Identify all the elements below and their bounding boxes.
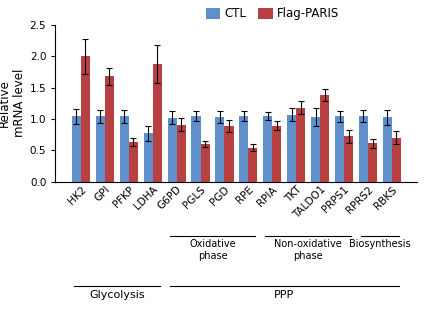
Bar — [72, 116, 81, 182]
Bar — [239, 116, 248, 182]
Bar — [320, 95, 329, 182]
Text: Glycolysis: Glycolysis — [89, 290, 145, 300]
Bar — [359, 116, 368, 182]
Bar — [287, 115, 296, 182]
Bar — [225, 126, 233, 182]
Y-axis label: Relative
mRNA level: Relative mRNA level — [0, 69, 26, 137]
Bar — [96, 116, 105, 182]
Bar — [311, 117, 320, 182]
Legend: CTL, Flag-PARIS: CTL, Flag-PARIS — [201, 3, 344, 25]
Text: Biosynthesis: Biosynthesis — [349, 239, 411, 249]
Bar — [263, 116, 272, 182]
Text: PPP: PPP — [274, 290, 294, 300]
Bar — [129, 142, 138, 182]
Bar — [368, 143, 377, 182]
Bar — [177, 125, 186, 182]
Bar — [383, 117, 392, 182]
Bar — [120, 116, 129, 182]
Text: Non-oxidative
phase: Non-oxidative phase — [274, 239, 342, 261]
Bar — [81, 56, 90, 182]
Bar — [105, 76, 114, 182]
Bar — [335, 116, 344, 182]
Bar — [167, 118, 177, 182]
Bar — [272, 126, 282, 182]
Bar — [248, 148, 257, 182]
Bar — [344, 136, 353, 182]
Bar — [144, 133, 153, 182]
Bar — [392, 138, 401, 182]
Bar — [201, 144, 210, 182]
Text: Oxidative
phase: Oxidative phase — [189, 239, 236, 261]
Bar — [191, 116, 201, 182]
Bar — [153, 64, 162, 182]
Bar — [216, 117, 225, 182]
Bar — [296, 108, 305, 182]
